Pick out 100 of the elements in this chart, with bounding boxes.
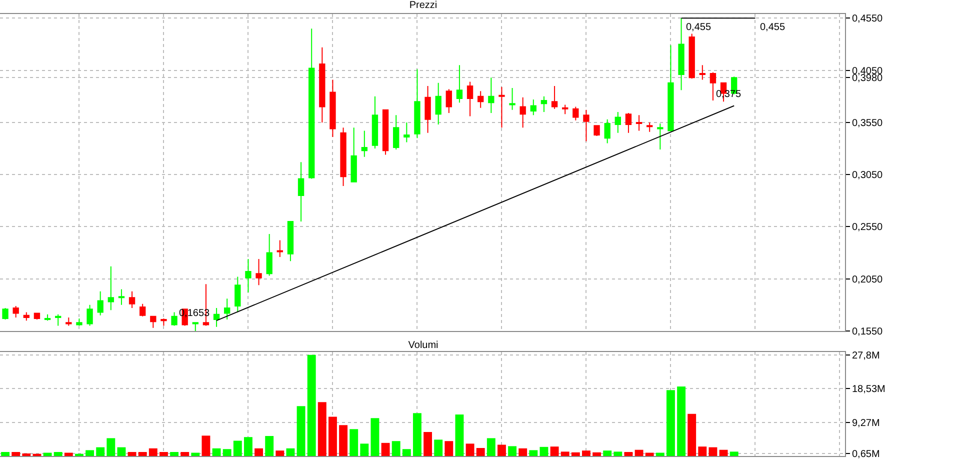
bar (233, 440, 242, 456)
bar (159, 452, 168, 456)
bar (1, 452, 10, 456)
y-tick-label: 0,2550 (852, 222, 884, 234)
candlestick (108, 266, 114, 311)
candlestick (287, 221, 294, 262)
candlestick (636, 114, 642, 132)
candlestick (478, 90, 484, 108)
candlestick (76, 318, 82, 326)
chart-title: Volumi (408, 340, 438, 351)
bar (296, 406, 306, 456)
candlestick (224, 298, 230, 320)
candlestick (245, 258, 252, 293)
bar (54, 452, 62, 456)
y-tick-label: 27,8M (852, 350, 880, 362)
candlestick (97, 290, 104, 316)
bar (677, 386, 686, 456)
candlestick (699, 64, 706, 80)
candlestick (372, 96, 378, 150)
candlestick (2, 308, 8, 320)
bar (455, 414, 464, 456)
bar (656, 452, 664, 456)
chart-title: Prezzi (409, 0, 438, 11)
candlestick (414, 68, 420, 139)
bar (698, 446, 707, 456)
candlestick (319, 46, 326, 123)
candlestick (625, 112, 632, 134)
y-tick-label: 0,2050 (852, 274, 884, 286)
bar (444, 441, 454, 456)
y-tick-label: 0,4550 (852, 14, 884, 25)
bar (571, 452, 580, 456)
bar (339, 425, 348, 456)
bar (212, 448, 221, 456)
candlestick (256, 258, 262, 286)
candlestick (424, 85, 431, 134)
candlestick (530, 99, 536, 116)
candlestick (678, 18, 684, 91)
bar (529, 450, 538, 456)
candlestick (12, 305, 19, 318)
candlestick (488, 77, 494, 114)
bar (138, 452, 147, 456)
y-tick-label: 0,3550 (852, 118, 884, 129)
candlestick (171, 312, 178, 326)
candlestick (128, 290, 136, 309)
candlestick (404, 122, 410, 143)
bar (666, 390, 675, 456)
bar (497, 444, 506, 456)
bar (307, 354, 316, 456)
bar (265, 436, 274, 456)
candlestick (668, 44, 674, 132)
candlestick (66, 316, 72, 326)
candlestick (594, 125, 600, 136)
candlestick (86, 304, 93, 326)
bar (286, 448, 295, 456)
candlestick (498, 86, 505, 128)
bar (350, 429, 358, 456)
bar (128, 452, 136, 456)
candlestick (614, 112, 621, 134)
bar (624, 452, 633, 456)
bar (276, 450, 284, 456)
candlestick (520, 96, 526, 128)
bar (719, 450, 728, 456)
bar (148, 448, 158, 456)
candlestick (583, 109, 590, 142)
bar (370, 418, 380, 456)
candlestick (160, 318, 167, 326)
candlestick (192, 322, 198, 331)
candlestick (150, 316, 156, 328)
candlestick (435, 82, 442, 126)
candlestick (393, 114, 400, 150)
candlestick (213, 308, 220, 328)
bar (634, 450, 644, 456)
bar (508, 446, 517, 456)
y-tick-label: 0,3050 (852, 170, 884, 182)
bar (402, 449, 411, 456)
y-tick-label: 0,65M (852, 449, 880, 460)
bar (244, 437, 252, 456)
candlestick (456, 64, 463, 104)
bar (560, 452, 570, 456)
candlestick (118, 288, 125, 306)
bar (12, 452, 20, 456)
candlestick (562, 104, 568, 115)
candlestick (34, 312, 40, 320)
candlestick (55, 314, 62, 326)
candlestick (276, 240, 283, 258)
bar (434, 440, 443, 456)
candlestick (350, 127, 357, 182)
bar (106, 438, 116, 456)
bar (592, 452, 602, 456)
candlestick (308, 28, 315, 180)
y-tick-label: 0,1550 (852, 326, 884, 338)
bar (202, 436, 210, 456)
candlestick (361, 130, 368, 158)
ref-line-label: 0,455 (760, 22, 786, 33)
bar (466, 444, 474, 456)
bar (518, 448, 528, 456)
candlestick (688, 33, 695, 80)
bar (412, 413, 422, 456)
candlestick (330, 79, 336, 138)
bar (424, 432, 432, 456)
